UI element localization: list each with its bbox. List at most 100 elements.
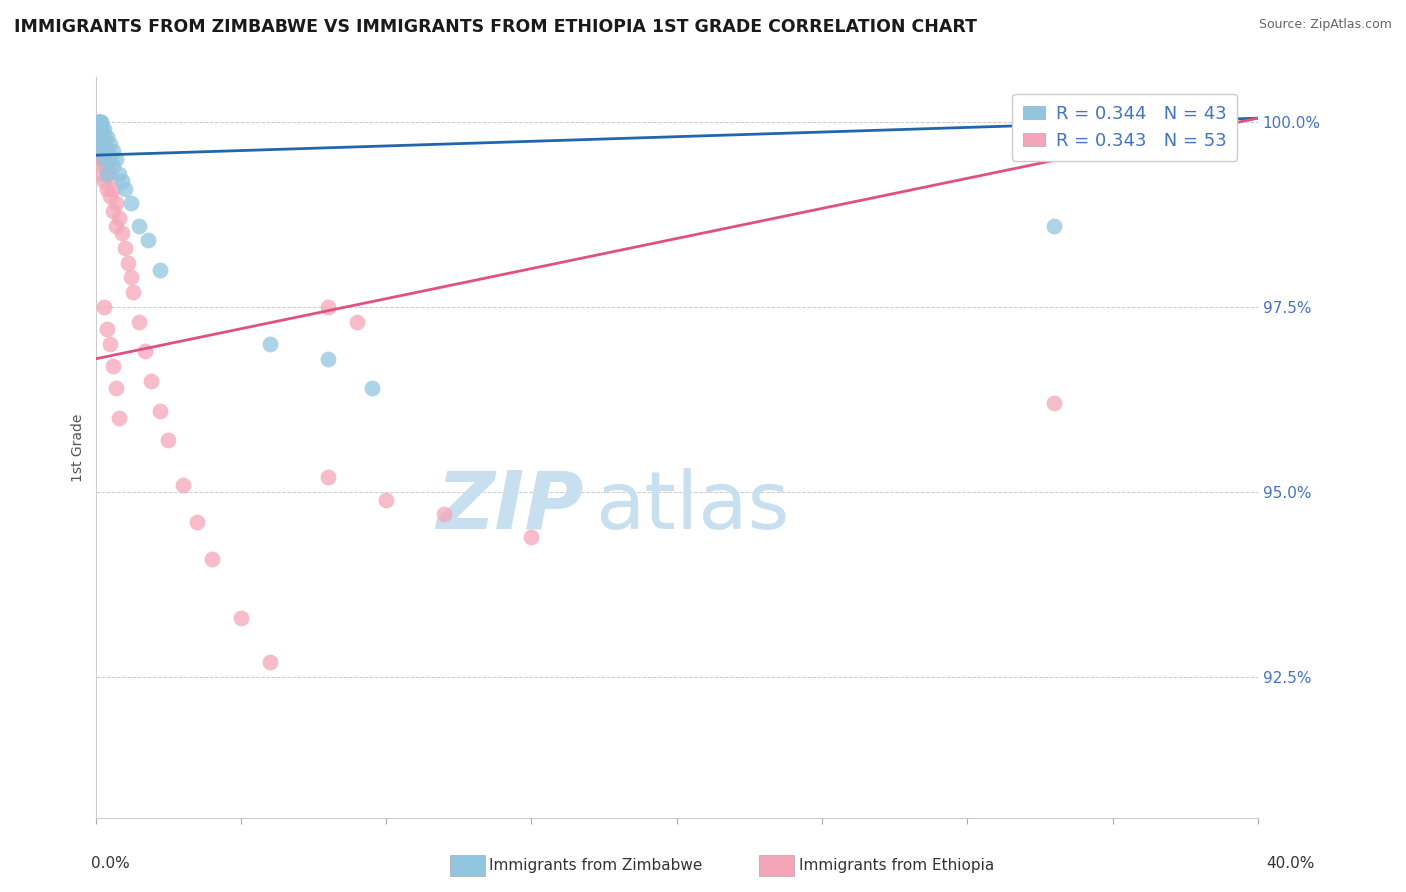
Point [93,152,115,166]
Point [148,403,170,417]
Text: atlas: atlas [595,468,790,546]
Point [87,137,110,152]
Point [96,181,118,195]
Point [375,492,398,507]
Point [111,226,134,240]
Point [520,530,543,544]
Point [87,152,110,166]
Point [87,145,110,159]
Point [90,137,112,152]
Point [259,337,281,351]
Point [316,470,339,484]
Point [93,145,115,159]
Text: Immigrants from Zimbabwe: Immigrants from Zimbabwe [489,858,703,872]
Point [93,145,115,159]
Point [186,515,208,529]
Point [134,344,156,359]
Point [93,137,115,152]
Point [108,411,131,425]
Point [96,159,118,173]
Point [90,129,112,144]
Point [117,255,139,269]
Point [87,122,110,136]
Point [157,434,180,448]
Point [346,315,368,329]
Point [114,181,136,195]
Point [98,337,121,351]
Point [433,508,456,522]
Point [136,233,159,247]
Point [87,137,110,152]
Point [139,374,162,388]
Point [104,196,127,211]
Point [96,322,118,336]
Point [90,129,112,144]
Point [101,145,124,159]
Point [128,315,150,329]
Point [229,611,252,625]
Point [104,152,127,166]
Text: 40.0%: 40.0% [1267,856,1315,871]
Point [90,152,112,166]
Point [93,159,115,173]
Point [101,203,124,218]
Point [90,122,112,136]
Point [96,167,118,181]
Point [93,300,115,314]
Point [148,263,170,277]
Point [90,137,112,152]
Point [111,174,134,188]
Point [101,181,124,195]
Point [120,196,142,211]
Text: ZIP: ZIP [436,468,583,546]
Point [108,211,131,226]
Point [93,122,115,136]
Point [87,115,110,129]
Point [90,145,112,159]
Point [201,551,224,566]
Point [96,129,118,144]
Point [90,122,112,136]
Point [90,167,112,181]
Point [87,115,110,129]
Point [93,174,115,188]
Point [87,115,110,129]
Point [87,129,110,144]
Point [120,270,142,285]
Point [87,115,110,129]
Point [87,115,110,129]
Point [90,122,112,136]
Point [101,359,124,374]
Point [96,145,118,159]
Point [93,129,115,144]
Point [90,115,112,129]
Point [87,115,110,129]
Point [98,152,121,166]
Text: 0.0%: 0.0% [91,856,131,871]
Point [316,300,339,314]
Point [87,129,110,144]
Point [96,145,118,159]
Point [93,137,115,152]
Point [104,219,127,233]
Text: Immigrants from Ethiopia: Immigrants from Ethiopia [799,858,994,872]
Point [114,241,136,255]
Point [98,167,121,181]
Point [90,115,112,129]
Y-axis label: 1st Grade: 1st Grade [72,414,86,482]
Point [98,189,121,203]
Point [316,351,339,366]
Point [87,122,110,136]
Point [128,219,150,233]
Point [122,285,145,300]
Text: IMMIGRANTS FROM ZIMBABWE VS IMMIGRANTS FROM ETHIOPIA 1ST GRADE CORRELATION CHART: IMMIGRANTS FROM ZIMBABWE VS IMMIGRANTS F… [14,18,977,36]
Point [1130,122,1153,136]
Point [259,656,281,670]
Point [172,477,194,491]
Point [87,122,110,136]
Legend: R = 0.344   N = 43, R = 0.343   N = 53: R = 0.344 N = 43, R = 0.343 N = 53 [1012,94,1237,161]
Point [108,167,131,181]
Point [360,381,382,395]
Point [1043,396,1066,410]
Point [101,159,124,173]
